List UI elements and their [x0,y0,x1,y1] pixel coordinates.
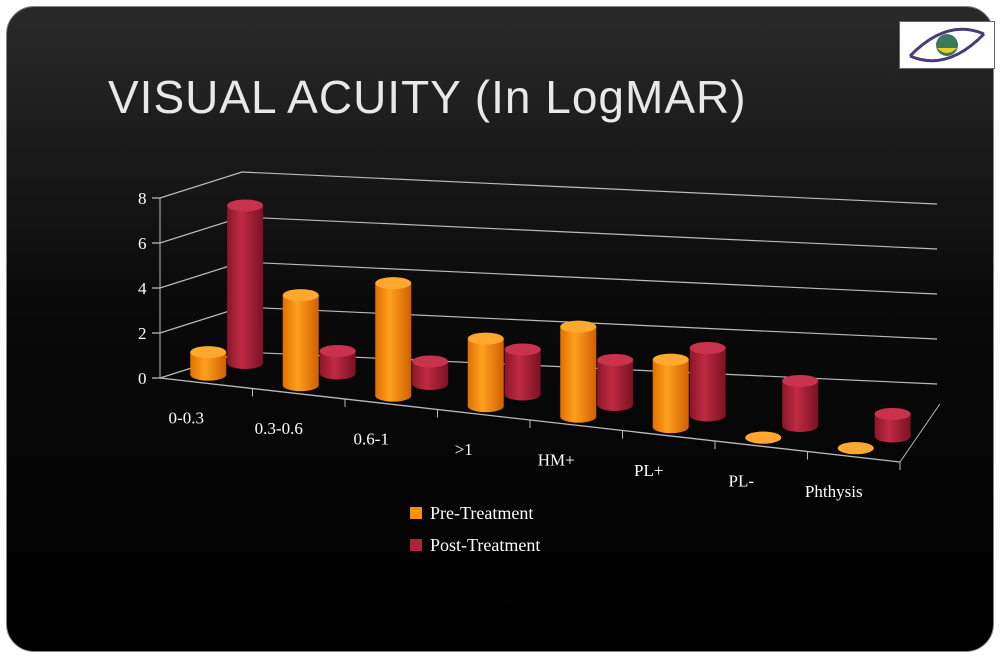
bar-body [375,283,412,396]
bar-top [467,332,504,345]
eye-logo [899,21,995,69]
bar-body [874,413,911,437]
right-floor-edge [899,403,941,463]
bar-top [652,353,689,366]
bar-top [689,341,726,354]
y-tick-label: 2 [138,324,147,343]
bar-pre [837,442,874,455]
bar-body [319,350,356,374]
bar-body [560,326,597,417]
y-tick-label: 6 [138,234,147,253]
x-tick-label: 0-0.3 [169,408,204,427]
bar-top [560,320,597,333]
legend-label-pre: Pre-Treatment [430,503,533,523]
bar-body [412,361,449,384]
bar-top [190,346,227,359]
x-tick-label: PL+ [634,461,663,480]
bar-post [412,355,449,390]
bar-top [837,442,874,455]
x-tick-label: 0.6-1 [354,429,389,448]
x-tick-label: HM+ [538,450,575,469]
bar-pre [560,320,597,423]
legend-swatch-post [410,539,422,551]
gridline [152,216,938,250]
bar-top [782,374,819,387]
y-tick-label: 8 [138,189,147,208]
bar-body [467,338,504,407]
bar-body [227,205,264,363]
bar-pre [375,277,412,402]
x-tick-label: Phthysis [805,482,863,501]
bar-body [597,359,634,405]
bar-pre [745,431,782,444]
bar-post [597,353,634,411]
y-tick-label: 4 [138,279,147,298]
bar-pre [652,353,689,434]
bar-body [782,380,819,426]
gridline [152,261,938,295]
gridline [152,171,938,205]
bar-body [652,359,689,428]
bar-post [227,199,264,369]
bar-pre [467,332,504,413]
bar-top [319,344,356,357]
legend-label-post: Post-Treatment [430,535,540,555]
bar-body [689,347,726,416]
bar-top [282,289,319,302]
x-tick-label: 0.3-0.6 [255,419,303,438]
bar-pre [282,289,319,392]
gridline [152,306,938,340]
bar-post [504,343,541,401]
legend-swatch-pre [410,507,422,519]
bar-top [375,277,412,290]
bar-top [745,431,782,444]
bar-top [874,407,911,420]
bar-pre [190,346,227,381]
bar-body [282,295,319,386]
y-tick-label: 0 [138,369,147,388]
x-tick-label: >1 [455,440,473,459]
bar-post [689,341,726,422]
bar-post [782,374,819,432]
x-tick-label: PL- [729,471,755,490]
bar-post [874,407,911,443]
bar-top [504,343,541,356]
gridline [152,351,938,385]
bar-body [190,352,227,375]
bar-top [597,353,634,366]
bar-top [227,199,264,212]
bar-post [319,344,356,380]
slide-title: VISUAL ACUITY (In LogMAR) [108,71,747,123]
bar-top [412,355,449,368]
bar-body [504,349,541,395]
